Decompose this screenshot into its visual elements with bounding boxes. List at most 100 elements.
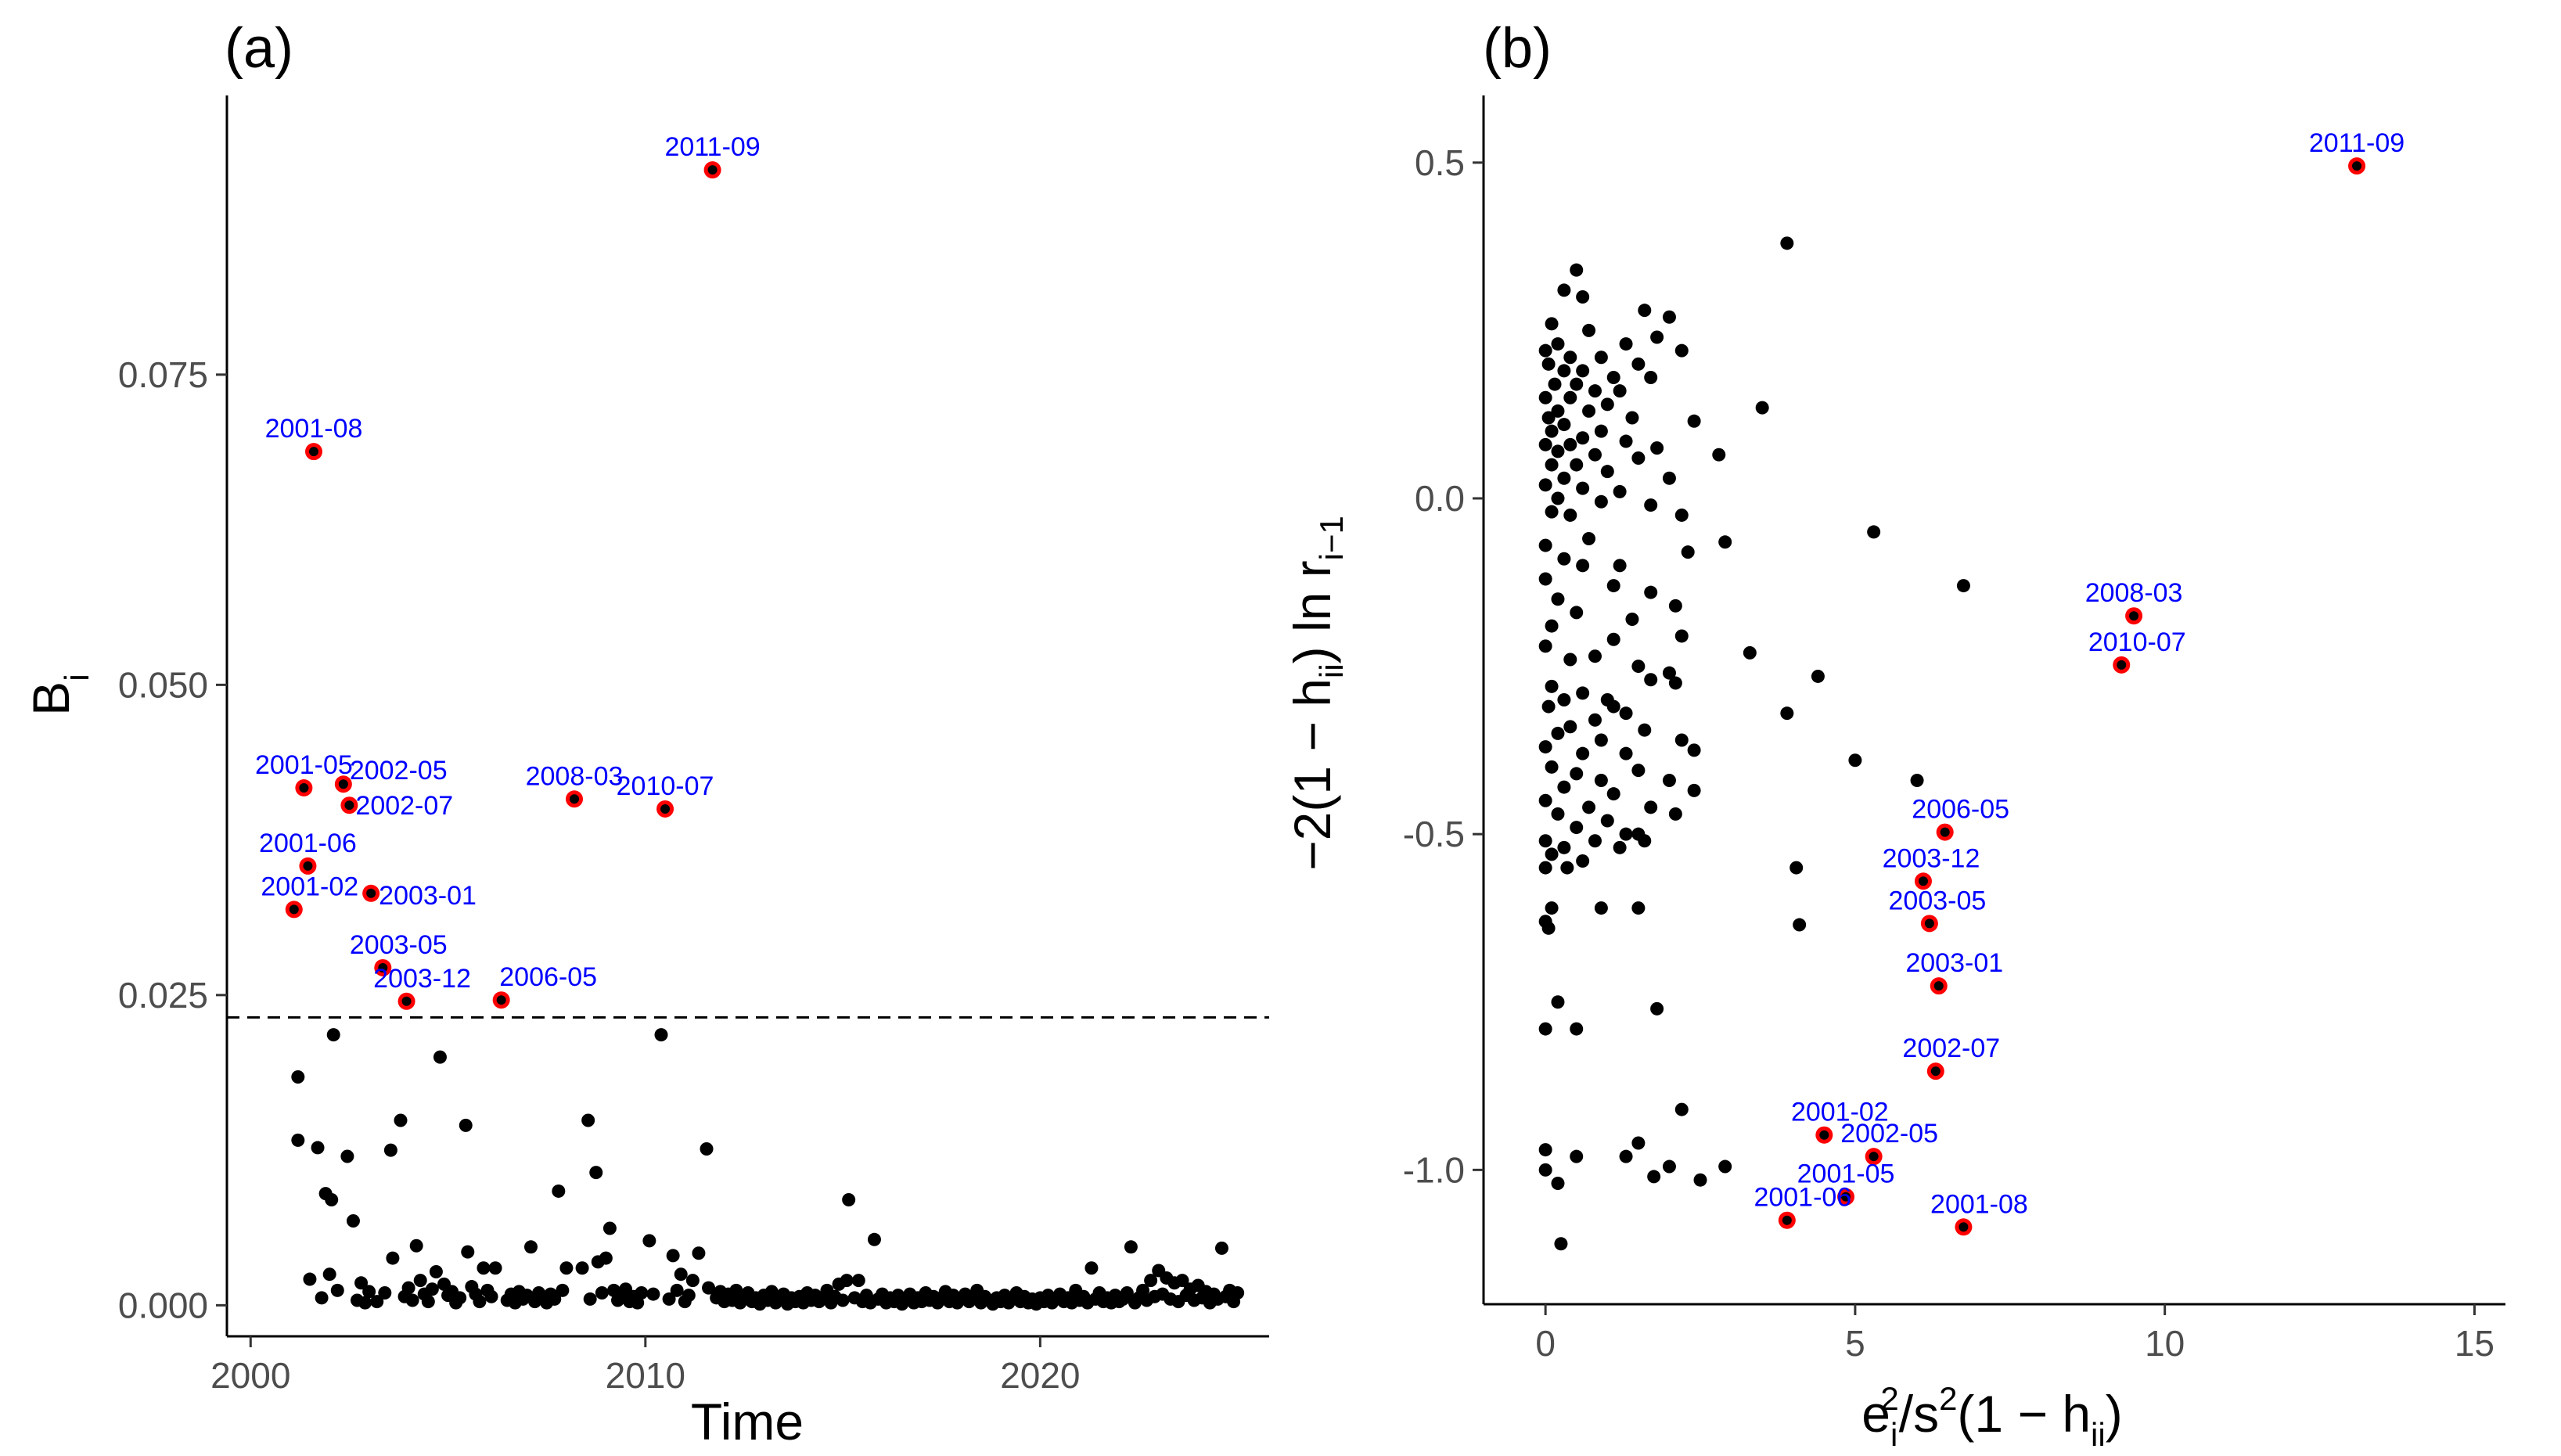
data-point — [291, 1070, 305, 1084]
panel-b-y-axis-title: −2(1 − hii) ln ri−1 — [1283, 516, 1350, 871]
data-point — [1538, 740, 1552, 754]
data-point — [1582, 323, 1596, 337]
point-label: 2001-05 — [255, 750, 353, 780]
data-point — [1619, 337, 1633, 351]
data-point — [1619, 746, 1633, 760]
data-point — [1631, 660, 1646, 674]
data-point — [1545, 760, 1559, 774]
data-point — [1551, 337, 1565, 351]
data-point — [666, 1249, 680, 1263]
data-point — [358, 1296, 372, 1310]
data-point — [1538, 478, 1552, 492]
data-point — [1619, 706, 1633, 721]
data-point — [1606, 787, 1620, 801]
highlighted-point — [378, 962, 388, 972]
data-point — [1557, 552, 1571, 566]
highlighted-point — [1918, 876, 1928, 886]
point-label: 2011-09 — [664, 132, 760, 162]
data-point — [1551, 444, 1565, 458]
point-label: 2003-12 — [373, 964, 471, 994]
data-point — [685, 1274, 700, 1288]
point-label: 2010-07 — [2088, 627, 2186, 657]
data-point — [1910, 774, 1924, 787]
data-point — [1712, 448, 1726, 462]
data-point — [1576, 686, 1590, 700]
data-point — [1538, 437, 1552, 451]
highlighted-point — [1819, 1130, 1829, 1140]
data-point — [1541, 921, 1556, 935]
data-point — [1551, 995, 1565, 1009]
data-point — [1650, 330, 1664, 344]
data-point — [1551, 807, 1565, 821]
point-label: 2006-05 — [1912, 795, 2009, 825]
data-point — [1557, 364, 1571, 378]
data-point — [692, 1246, 706, 1260]
data-point — [1554, 1237, 1568, 1251]
data-point — [836, 1293, 850, 1307]
highlighted-point — [1933, 981, 1944, 991]
data-point — [1541, 357, 1556, 371]
panel-a-x-axis-title: Time — [691, 1393, 804, 1451]
highlighted-point — [2352, 161, 2362, 171]
panel-a-y-axis-title: Bi — [22, 674, 96, 716]
data-point — [662, 1292, 676, 1306]
data-point — [1662, 774, 1676, 787]
data-point — [1594, 733, 1608, 747]
data-point — [1789, 861, 1804, 875]
data-point — [1613, 840, 1627, 854]
data-point — [330, 1283, 344, 1297]
data-point — [1551, 1177, 1565, 1190]
data-point — [1638, 304, 1652, 318]
data-point — [484, 1289, 498, 1303]
point-label: 2001-05 — [1797, 1159, 1895, 1189]
data-point — [291, 1133, 305, 1147]
data-point — [524, 1240, 538, 1254]
data-point — [583, 1292, 597, 1306]
data-point — [1214, 1241, 1228, 1255]
data-point — [674, 1267, 688, 1282]
data-point — [635, 1285, 649, 1300]
data-point — [386, 1251, 400, 1265]
highlighted-point — [707, 165, 718, 175]
data-point — [1662, 1159, 1676, 1174]
data-point — [326, 1028, 340, 1042]
data-point — [362, 1285, 376, 1299]
data-point — [1545, 619, 1559, 633]
data-point — [556, 1283, 570, 1297]
panel-b-x-axis-title: ei2/s2(1 − hii) — [1861, 1380, 2122, 1453]
highlighted-point — [338, 779, 348, 789]
data-point — [1570, 821, 1584, 835]
data-point — [702, 1281, 716, 1295]
data-point — [1538, 1143, 1552, 1157]
highlighted-point — [2117, 660, 2127, 670]
data-point — [1120, 1285, 1134, 1300]
data-point — [1538, 1163, 1552, 1177]
point-label: 2011-09 — [2309, 128, 2405, 158]
point-label: 2001-08 — [265, 414, 363, 444]
panel-a-x-tick-label: 2020 — [1000, 1355, 1080, 1396]
point-label: 2001-02 — [1791, 1098, 1889, 1127]
point-label: 2003-05 — [350, 930, 448, 960]
data-point — [1613, 484, 1627, 498]
data-point — [1588, 448, 1602, 462]
data-point — [1538, 343, 1552, 358]
data-point — [378, 1285, 392, 1300]
data-point — [459, 1118, 473, 1132]
data-point — [1563, 720, 1577, 734]
data-point — [1613, 559, 1627, 573]
data-point — [1662, 471, 1676, 485]
data-point — [311, 1141, 325, 1155]
highlighted-point — [1869, 1152, 1879, 1162]
data-point — [646, 1287, 660, 1301]
panel-a-y-tick-label: 0.000 — [118, 1285, 208, 1325]
data-point — [1631, 1136, 1646, 1150]
data-point — [1594, 774, 1608, 787]
data-point — [1541, 699, 1556, 714]
panel-b-x-tick-label: 15 — [2455, 1323, 2494, 1364]
data-point — [1674, 508, 1689, 522]
data-point — [1588, 834, 1602, 848]
data-point — [670, 1283, 684, 1297]
data-point — [1619, 1149, 1633, 1163]
data-point — [1548, 377, 1562, 391]
data-point — [1588, 713, 1602, 727]
